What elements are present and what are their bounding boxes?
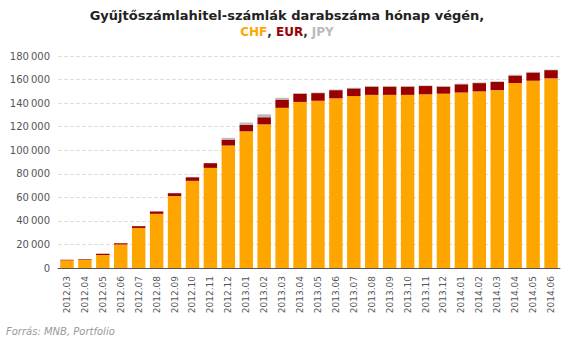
svg-text:2014.04: 2014.04 — [510, 276, 520, 313]
svg-text:2013.08: 2013.08 — [367, 276, 377, 313]
svg-text:2012.07: 2012.07 — [134, 276, 144, 313]
svg-text:80 000: 80 000 — [16, 168, 50, 179]
svg-text:,: , — [303, 25, 312, 39]
svg-text:2013.09: 2013.09 — [385, 276, 395, 313]
svg-text:2012.03: 2012.03 — [62, 276, 72, 313]
svg-text:2014.01: 2014.01 — [456, 276, 466, 313]
svg-text:160 000: 160 000 — [10, 74, 50, 85]
svg-text:140 000: 140 000 — [10, 98, 50, 109]
svg-text:2013.10: 2013.10 — [403, 276, 413, 313]
svg-text:2014.03: 2014.03 — [492, 276, 502, 313]
svg-text:Forrás: MNB, Portfolio: Forrás: MNB, Portfolio — [6, 326, 115, 337]
svg-text:2013.05: 2013.05 — [313, 276, 323, 313]
svg-text:20 000: 20 000 — [16, 239, 50, 250]
svg-text:2012.04: 2012.04 — [80, 276, 90, 313]
svg-text:2013.02: 2013.02 — [259, 276, 269, 313]
svg-text:2012.05: 2012.05 — [98, 276, 108, 313]
svg-text:2012.12: 2012.12 — [223, 276, 233, 313]
svg-text:2013.07: 2013.07 — [349, 276, 359, 313]
svg-text:2013.11: 2013.11 — [421, 276, 431, 313]
svg-text:40 000: 40 000 — [16, 215, 50, 226]
svg-text:2013.12: 2013.12 — [438, 276, 448, 313]
svg-text:0: 0 — [44, 263, 50, 274]
svg-text:2013.03: 2013.03 — [277, 276, 287, 313]
svg-text:2014.05: 2014.05 — [528, 276, 538, 313]
svg-text:2013.01: 2013.01 — [241, 276, 251, 313]
svg-text:2013.04: 2013.04 — [295, 276, 305, 313]
svg-text:Gyűjtőszámlahitel-számlák dara: Gyűjtőszámlahitel-számlák darabszáma hón… — [90, 8, 485, 23]
svg-text:2014.06: 2014.06 — [546, 276, 556, 313]
svg-text:EUR: EUR — [276, 25, 303, 39]
svg-text:2012.09: 2012.09 — [170, 276, 180, 313]
svg-text:JPY: JPY — [311, 25, 334, 39]
svg-text:2013.06: 2013.06 — [331, 276, 341, 313]
svg-text:60 000: 60 000 — [16, 192, 50, 203]
svg-text:2012.11: 2012.11 — [205, 276, 215, 313]
svg-text:180 000: 180 000 — [10, 51, 50, 62]
svg-text:2012.10: 2012.10 — [187, 276, 197, 313]
svg-text:2012.08: 2012.08 — [152, 276, 162, 313]
svg-text:2014.02: 2014.02 — [474, 276, 484, 313]
svg-text:CHF: CHF — [240, 25, 267, 39]
svg-text:120 000: 120 000 — [10, 121, 50, 132]
svg-text:,: , — [267, 25, 276, 39]
svg-text:2012.06: 2012.06 — [116, 276, 126, 313]
svg-text:100 000: 100 000 — [10, 145, 50, 156]
